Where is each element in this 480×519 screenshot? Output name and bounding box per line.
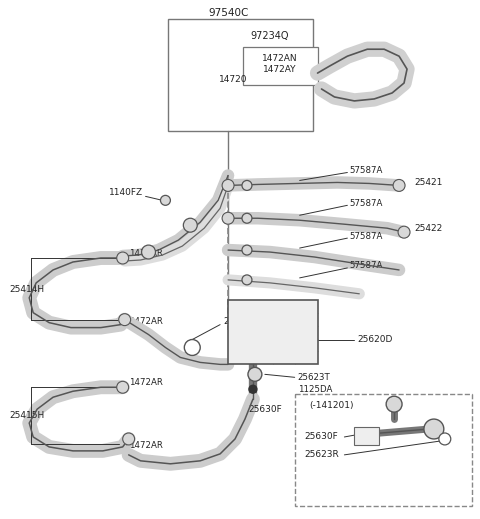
Circle shape <box>142 245 156 259</box>
Text: 25422: 25422 <box>414 224 442 233</box>
Bar <box>354 427 379 445</box>
Bar <box>295 394 472 506</box>
Text: 25623T: 25623T <box>298 373 330 382</box>
Circle shape <box>183 218 197 232</box>
Circle shape <box>398 226 410 238</box>
Circle shape <box>117 381 129 393</box>
Circle shape <box>119 313 131 325</box>
Circle shape <box>242 213 252 223</box>
Text: 25630F: 25630F <box>305 432 338 442</box>
Circle shape <box>249 385 257 393</box>
Text: 25622R: 25622R <box>223 317 258 326</box>
Circle shape <box>386 396 402 412</box>
Text: 1472AR: 1472AR <box>129 378 163 387</box>
Text: 97234Q: 97234Q <box>251 31 289 42</box>
Text: 1472AN: 1472AN <box>262 53 298 63</box>
Text: 1140FZ: 1140FZ <box>109 188 143 197</box>
Text: 57587A: 57587A <box>349 262 383 270</box>
Circle shape <box>117 252 129 264</box>
Text: 25620D: 25620D <box>357 335 393 344</box>
Text: 57587A: 57587A <box>349 166 383 175</box>
Circle shape <box>424 419 444 439</box>
Text: 14720: 14720 <box>219 75 247 84</box>
Text: 25421: 25421 <box>414 178 443 187</box>
Circle shape <box>222 180 234 192</box>
Text: 57587A: 57587A <box>349 199 383 208</box>
Circle shape <box>393 180 405 192</box>
Circle shape <box>242 275 252 285</box>
Circle shape <box>160 195 170 206</box>
Circle shape <box>222 212 234 224</box>
Circle shape <box>439 433 451 445</box>
Text: 1472AR: 1472AR <box>129 249 163 257</box>
Text: 25414H: 25414H <box>9 285 45 294</box>
Text: 97540C: 97540C <box>208 8 248 19</box>
Text: 1472AR: 1472AR <box>129 442 163 450</box>
Bar <box>228 300 318 364</box>
Circle shape <box>242 181 252 190</box>
Bar <box>168 19 312 131</box>
Circle shape <box>184 339 200 356</box>
Text: 1472AY: 1472AY <box>263 64 297 74</box>
Text: 25630F: 25630F <box>248 405 282 414</box>
Bar <box>243 47 318 85</box>
Text: (-141201): (-141201) <box>310 401 354 409</box>
Text: 25415H: 25415H <box>9 411 45 419</box>
Circle shape <box>242 245 252 255</box>
Text: 1472AR: 1472AR <box>129 317 163 326</box>
Circle shape <box>123 433 134 445</box>
Text: 1125DA: 1125DA <box>298 385 332 394</box>
Text: 57587A: 57587A <box>349 231 383 241</box>
Circle shape <box>248 367 262 381</box>
Text: 25623R: 25623R <box>305 450 339 459</box>
